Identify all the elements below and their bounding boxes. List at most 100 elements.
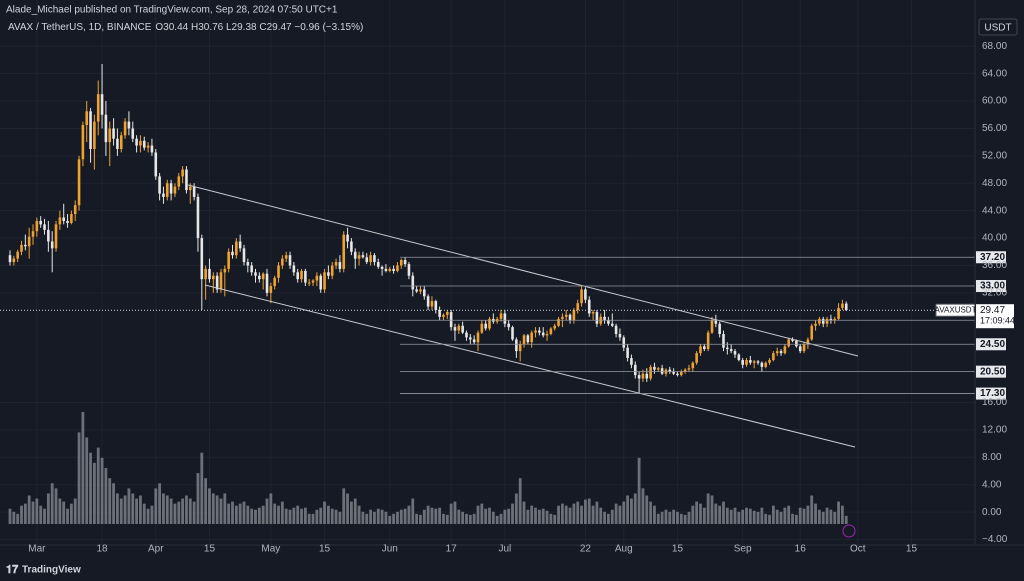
candle-body: [653, 366, 656, 370]
volume-bar: [534, 507, 537, 524]
volume-bar: [384, 511, 388, 524]
footer-logo: TradingView: [22, 565, 81, 576]
candle-body: [499, 313, 503, 319]
volume-bar: [844, 515, 848, 524]
volume-bar: [373, 511, 376, 524]
volume-bar: [756, 511, 760, 524]
x-tick-label: Apr: [148, 544, 164, 555]
volume-bar: [752, 510, 756, 524]
volume-bar: [430, 507, 434, 524]
candle-body: [139, 140, 142, 146]
candle-body: [756, 361, 760, 363]
candle-body: [683, 369, 687, 372]
candle-body: [73, 205, 77, 215]
volume-bar: [580, 505, 583, 524]
candle-body: [764, 362, 767, 367]
candle-body: [783, 346, 787, 354]
candle-body: [618, 333, 622, 338]
volume-bar: [806, 505, 810, 524]
candle-body: [814, 323, 817, 326]
volume-bar: [69, 503, 73, 524]
candle-body: [112, 128, 115, 139]
candle-body: [212, 275, 215, 280]
volume-bar: [710, 495, 714, 524]
y-tick-label: 48.00: [982, 178, 1007, 189]
volume-bar: [449, 503, 453, 524]
volume-bar: [288, 509, 292, 524]
candle-body: [215, 275, 219, 290]
candle-body: [695, 353, 698, 363]
alert-icon[interactable]: [842, 524, 856, 538]
candle-body: [526, 335, 530, 343]
symbol: AVAX / TetherUS, 1D, BINANCE: [8, 22, 152, 33]
volume-bar: [545, 510, 549, 524]
candle-body: [672, 371, 675, 374]
candle-body: [142, 140, 146, 148]
volume-bar: [760, 507, 764, 524]
volume-bar: [357, 505, 361, 524]
volume-bar: [280, 501, 284, 524]
candle-body: [438, 309, 441, 317]
candle-body: [691, 362, 695, 369]
volume-bar: [630, 498, 633, 524]
volume-bar: [158, 483, 162, 524]
volume-bar: [695, 501, 699, 524]
candle-body: [745, 360, 748, 365]
volume-bar: [273, 503, 277, 524]
candle-body: [277, 265, 280, 278]
level-label: 37.20: [980, 252, 1005, 263]
candle-body: [572, 309, 576, 321]
candle-body: [108, 128, 112, 143]
candle-body: [806, 339, 810, 345]
volume-bar: [254, 509, 257, 524]
volume-bar: [92, 462, 96, 524]
candle-body: [304, 270, 307, 283]
last-price-box: [976, 304, 1014, 329]
volume-bar: [392, 513, 395, 524]
candle-body: [480, 323, 484, 333]
currency-box[interactable]: [978, 18, 1018, 36]
candle-body: [676, 373, 679, 376]
candle-body: [741, 360, 744, 365]
candle-body: [484, 323, 487, 329]
volume-bar: [530, 505, 534, 524]
level-label: 24.50: [980, 339, 1005, 350]
candle-body: [231, 251, 234, 256]
volume-bar: [607, 513, 610, 524]
candle-body: [39, 220, 42, 225]
channel-upper: [187, 184, 859, 357]
y-tick-label: 0.00: [982, 507, 1002, 518]
candle-body: [20, 244, 23, 252]
volume-bar: [196, 473, 200, 524]
candle-body: [311, 280, 315, 283]
volume-bar: [810, 495, 814, 524]
volume-bar: [622, 501, 626, 524]
volume-bar: [741, 509, 745, 524]
candle-body: [58, 217, 62, 225]
x-tick-label: Sep: [734, 544, 752, 555]
y-tick-label: 56.00: [982, 123, 1007, 134]
candle-body: [630, 357, 633, 365]
level-box: [976, 251, 1006, 264]
candle-body: [656, 368, 660, 370]
volume-bar: [307, 513, 311, 524]
volume-bar: [764, 513, 768, 524]
candle-body: [469, 337, 472, 340]
candle-body: [680, 371, 683, 376]
volume-bar: [188, 498, 192, 524]
grid: [0, 0, 975, 545]
volume-bar: [146, 508, 150, 524]
candle-body: [660, 368, 664, 374]
candle-body: [802, 344, 806, 352]
candle-body: [714, 320, 718, 324]
volume-bar: [177, 501, 181, 524]
candle-body: [518, 344, 522, 352]
volume-bar: [488, 507, 491, 524]
candle-body: [829, 318, 833, 321]
candle-body: [534, 330, 537, 333]
candle-body: [553, 325, 557, 329]
candle-body: [85, 111, 89, 126]
volume-bar: [603, 511, 606, 524]
level-label: 33.00: [980, 281, 1005, 292]
volume-bar: [108, 478, 112, 524]
